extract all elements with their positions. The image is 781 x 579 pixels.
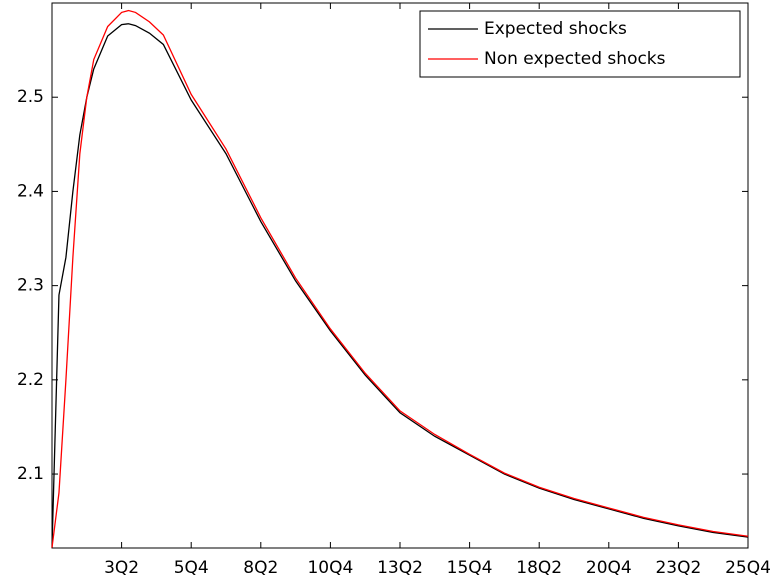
y-tick-label: 2.1: [17, 464, 44, 484]
x-tick-label: 15Q4: [447, 558, 493, 578]
series-line: [51, 9, 749, 548]
legend-box: [419, 10, 741, 78]
y-tick-label: 2.4: [17, 181, 44, 201]
x-tick-label: 20Q4: [586, 558, 632, 578]
x-tick-label: 25Q4: [725, 558, 771, 578]
series-line: [51, 23, 749, 548]
x-tick-label: 5Q4: [174, 558, 209, 578]
x-tick-label: 8Q2: [243, 558, 278, 578]
y-tick-label: 2.5: [17, 87, 44, 107]
x-tick-label: 13Q2: [377, 558, 423, 578]
x-tick-label: 23Q2: [655, 558, 701, 578]
legend-label: Non expected shocks: [484, 49, 666, 69]
y-tick-label: 2.2: [17, 370, 44, 390]
plot-frame: [51, 2, 749, 549]
x-tick-label: 18Q2: [516, 558, 562, 578]
y-tick-label: 2.3: [17, 276, 44, 296]
legend-label: Expected shocks: [484, 19, 627, 39]
x-tick-label: 10Q4: [307, 558, 353, 578]
x-tick-label: 3Q2: [104, 558, 139, 578]
